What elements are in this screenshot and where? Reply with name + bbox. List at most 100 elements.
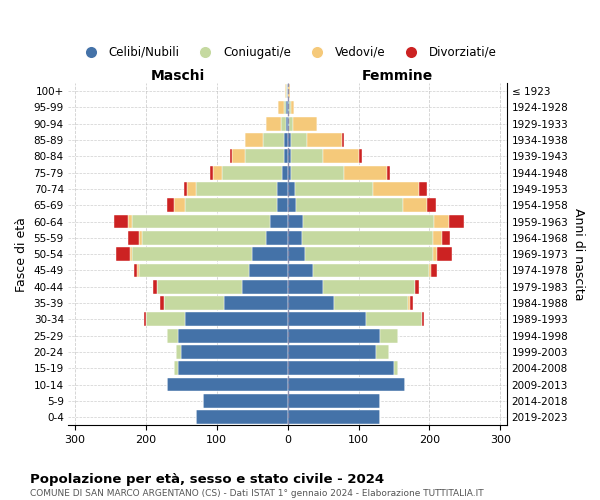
Bar [278, 100, 284, 114]
Bar [160, 296, 164, 310]
Bar [410, 296, 413, 310]
Bar [185, 198, 277, 212]
Bar [287, 378, 404, 392]
Bar [415, 280, 419, 293]
Bar [344, 166, 387, 179]
Bar [287, 166, 291, 179]
Bar [287, 117, 289, 130]
Bar [323, 280, 415, 293]
Bar [289, 117, 293, 130]
Bar [222, 166, 282, 179]
Bar [174, 362, 178, 375]
Bar [433, 247, 437, 261]
Bar [187, 182, 196, 196]
Bar [184, 182, 187, 196]
Bar [230, 150, 232, 164]
Bar [286, 84, 287, 98]
Bar [293, 117, 317, 130]
Bar [178, 328, 287, 342]
Bar [116, 247, 130, 261]
Bar [263, 133, 284, 147]
Text: Femmine: Femmine [362, 69, 433, 83]
Bar [185, 312, 287, 326]
Bar [210, 166, 213, 179]
Bar [196, 410, 287, 424]
Bar [287, 362, 394, 375]
Legend: Celibi/Nubili, Coniugati/e, Vedovi/e, Divorziati/e: Celibi/Nubili, Coniugati/e, Vedovi/e, Di… [74, 41, 502, 64]
Bar [302, 231, 433, 245]
Bar [296, 198, 403, 212]
Bar [134, 264, 137, 278]
Bar [245, 150, 284, 164]
Bar [287, 312, 365, 326]
Bar [144, 312, 146, 326]
Bar [128, 231, 139, 245]
Bar [266, 231, 287, 245]
Bar [334, 296, 408, 310]
Bar [433, 231, 442, 245]
Bar [167, 198, 174, 212]
Bar [376, 345, 389, 359]
Bar [132, 247, 252, 261]
Bar [287, 100, 289, 114]
Bar [449, 214, 464, 228]
Bar [287, 182, 295, 196]
Bar [287, 247, 305, 261]
Bar [284, 133, 287, 147]
Bar [224, 296, 287, 310]
Bar [232, 150, 245, 164]
Bar [286, 117, 287, 130]
Bar [342, 133, 344, 147]
Bar [139, 231, 142, 245]
Bar [130, 247, 132, 261]
Bar [287, 198, 296, 212]
Bar [157, 280, 242, 293]
Bar [387, 166, 391, 179]
Bar [142, 231, 266, 245]
Bar [295, 182, 373, 196]
Text: COMUNE DI SAN MARCO ARGENTANO (CS) - Dati ISTAT 1° gennaio 2024 - Elaborazione T: COMUNE DI SAN MARCO ARGENTANO (CS) - Dat… [30, 489, 484, 498]
Bar [284, 100, 286, 114]
Bar [419, 182, 427, 196]
Bar [287, 84, 289, 98]
Bar [289, 100, 290, 114]
Bar [403, 198, 427, 212]
Bar [303, 214, 434, 228]
Bar [196, 182, 277, 196]
Bar [307, 133, 342, 147]
Bar [291, 150, 323, 164]
Bar [287, 280, 323, 293]
Bar [287, 231, 302, 245]
Bar [128, 214, 132, 228]
Bar [422, 312, 424, 326]
Bar [442, 231, 450, 245]
Bar [394, 362, 398, 375]
Bar [434, 214, 449, 228]
Bar [146, 312, 185, 326]
Bar [431, 264, 437, 278]
Bar [281, 117, 286, 130]
Bar [164, 296, 224, 310]
Bar [287, 345, 376, 359]
Bar [285, 84, 286, 98]
Bar [313, 264, 430, 278]
Bar [181, 345, 287, 359]
Bar [282, 166, 287, 179]
Bar [287, 296, 334, 310]
Bar [203, 394, 287, 408]
Bar [132, 214, 270, 228]
Bar [213, 166, 222, 179]
Bar [249, 264, 287, 278]
Y-axis label: Anni di nascita: Anni di nascita [572, 208, 585, 300]
Bar [380, 328, 398, 342]
Bar [277, 198, 287, 212]
Bar [174, 198, 185, 212]
Bar [245, 133, 263, 147]
Bar [359, 150, 362, 164]
Bar [287, 264, 313, 278]
Bar [323, 150, 359, 164]
Bar [242, 280, 287, 293]
Bar [287, 328, 380, 342]
Bar [286, 100, 287, 114]
Bar [284, 150, 287, 164]
